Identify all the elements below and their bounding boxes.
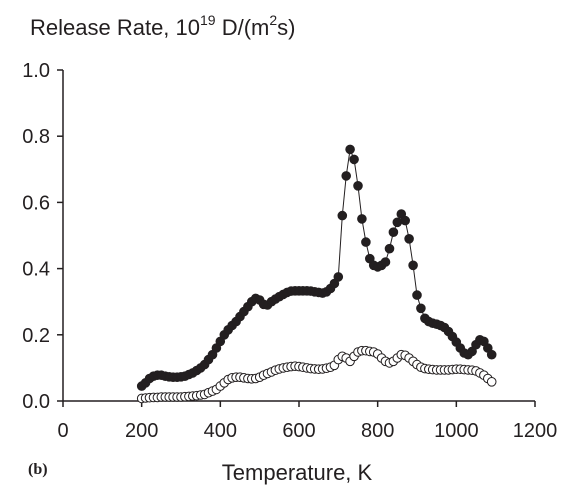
x-tick-label: 400 — [204, 420, 237, 442]
chart-title-square: 2 — [269, 12, 277, 28]
data-point-filled — [384, 243, 395, 254]
data-point-filled — [388, 227, 399, 237]
data-point-filled — [380, 257, 391, 267]
x-tick-label: 800 — [361, 420, 394, 442]
y-tick-labels: 0.0 0.2 0.4 0.6 0.8 1.0 — [22, 60, 50, 413]
y-tick-label: 0.6 — [22, 192, 50, 214]
data-point-filled — [333, 272, 344, 282]
y-tick-label: 0.0 — [22, 391, 50, 413]
x-axis-label: Temperature, K — [222, 460, 373, 485]
data-point-filled — [404, 234, 414, 244]
data-point-filled — [392, 217, 403, 228]
data-point-filled — [345, 144, 355, 155]
x-tick-label: 200 — [125, 420, 158, 442]
data-point-filled — [486, 349, 497, 360]
chart-title-text: Release Rate, 10 — [30, 15, 200, 40]
data-point-filled — [400, 215, 411, 226]
y-tick-label: 0.2 — [22, 325, 50, 347]
data-point-filled — [361, 237, 371, 247]
series-open — [136, 345, 497, 404]
chart-title-exponent: 19 — [200, 12, 216, 28]
x-tick-labels: 0 200 400 600 800 1000 1200 — [57, 420, 557, 442]
data-point-filled — [408, 260, 418, 271]
y-tick-label: 0.4 — [22, 259, 50, 281]
chart-title-unit: D/(m — [216, 15, 270, 40]
data-point-open — [486, 377, 497, 387]
data-point-filled — [349, 154, 359, 165]
y-tick-label: 0.8 — [22, 126, 50, 148]
series-filled — [136, 144, 497, 391]
series-line — [141, 147, 493, 387]
data-point-filled — [416, 303, 426, 314]
data-point-filled — [357, 214, 367, 224]
x-tick-label: 1200 — [513, 420, 558, 442]
y-tick-label: 1.0 — [22, 60, 50, 82]
panel-label: (b) — [28, 461, 48, 478]
data-point-filled — [412, 290, 422, 300]
x-tick-label: 0 — [57, 420, 68, 442]
x-tick-label: 600 — [282, 420, 315, 442]
data-point-filled — [337, 210, 348, 221]
x-tick-label: 1000 — [434, 420, 479, 442]
chart-title-end: s) — [277, 15, 295, 40]
data-point-filled — [353, 181, 363, 191]
chart-title: Release Rate, 1019 D/(m2s) — [30, 12, 295, 40]
data-point-filled — [341, 171, 352, 181]
